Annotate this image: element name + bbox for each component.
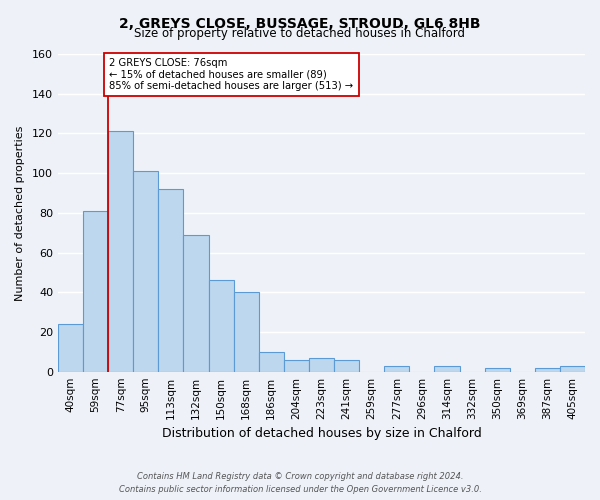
Bar (284, 360, 309, 372)
Bar (209, 280, 233, 372)
Bar (535, 368, 560, 372)
Bar (485, 368, 510, 372)
Bar (309, 358, 334, 372)
Bar (158, 189, 184, 372)
Text: 2 GREYS CLOSE: 76sqm
← 15% of detached houses are smaller (89)
85% of semi-detac: 2 GREYS CLOSE: 76sqm ← 15% of detached h… (109, 58, 353, 91)
Bar (259, 352, 284, 372)
Bar (108, 132, 133, 372)
X-axis label: Distribution of detached houses by size in Chalford: Distribution of detached houses by size … (161, 427, 481, 440)
Bar (133, 171, 158, 372)
Text: 2, GREYS CLOSE, BUSSAGE, STROUD, GL6 8HB: 2, GREYS CLOSE, BUSSAGE, STROUD, GL6 8HB (119, 18, 481, 32)
Bar (233, 292, 259, 372)
Bar (434, 366, 460, 372)
Bar (58, 324, 83, 372)
Bar (334, 360, 359, 372)
Text: Contains HM Land Registry data © Crown copyright and database right 2024.
Contai: Contains HM Land Registry data © Crown c… (119, 472, 481, 494)
Bar (184, 234, 209, 372)
Bar (560, 366, 585, 372)
Text: Size of property relative to detached houses in Chalford: Size of property relative to detached ho… (134, 28, 466, 40)
Bar (384, 366, 409, 372)
Bar (83, 211, 108, 372)
Y-axis label: Number of detached properties: Number of detached properties (15, 125, 25, 300)
